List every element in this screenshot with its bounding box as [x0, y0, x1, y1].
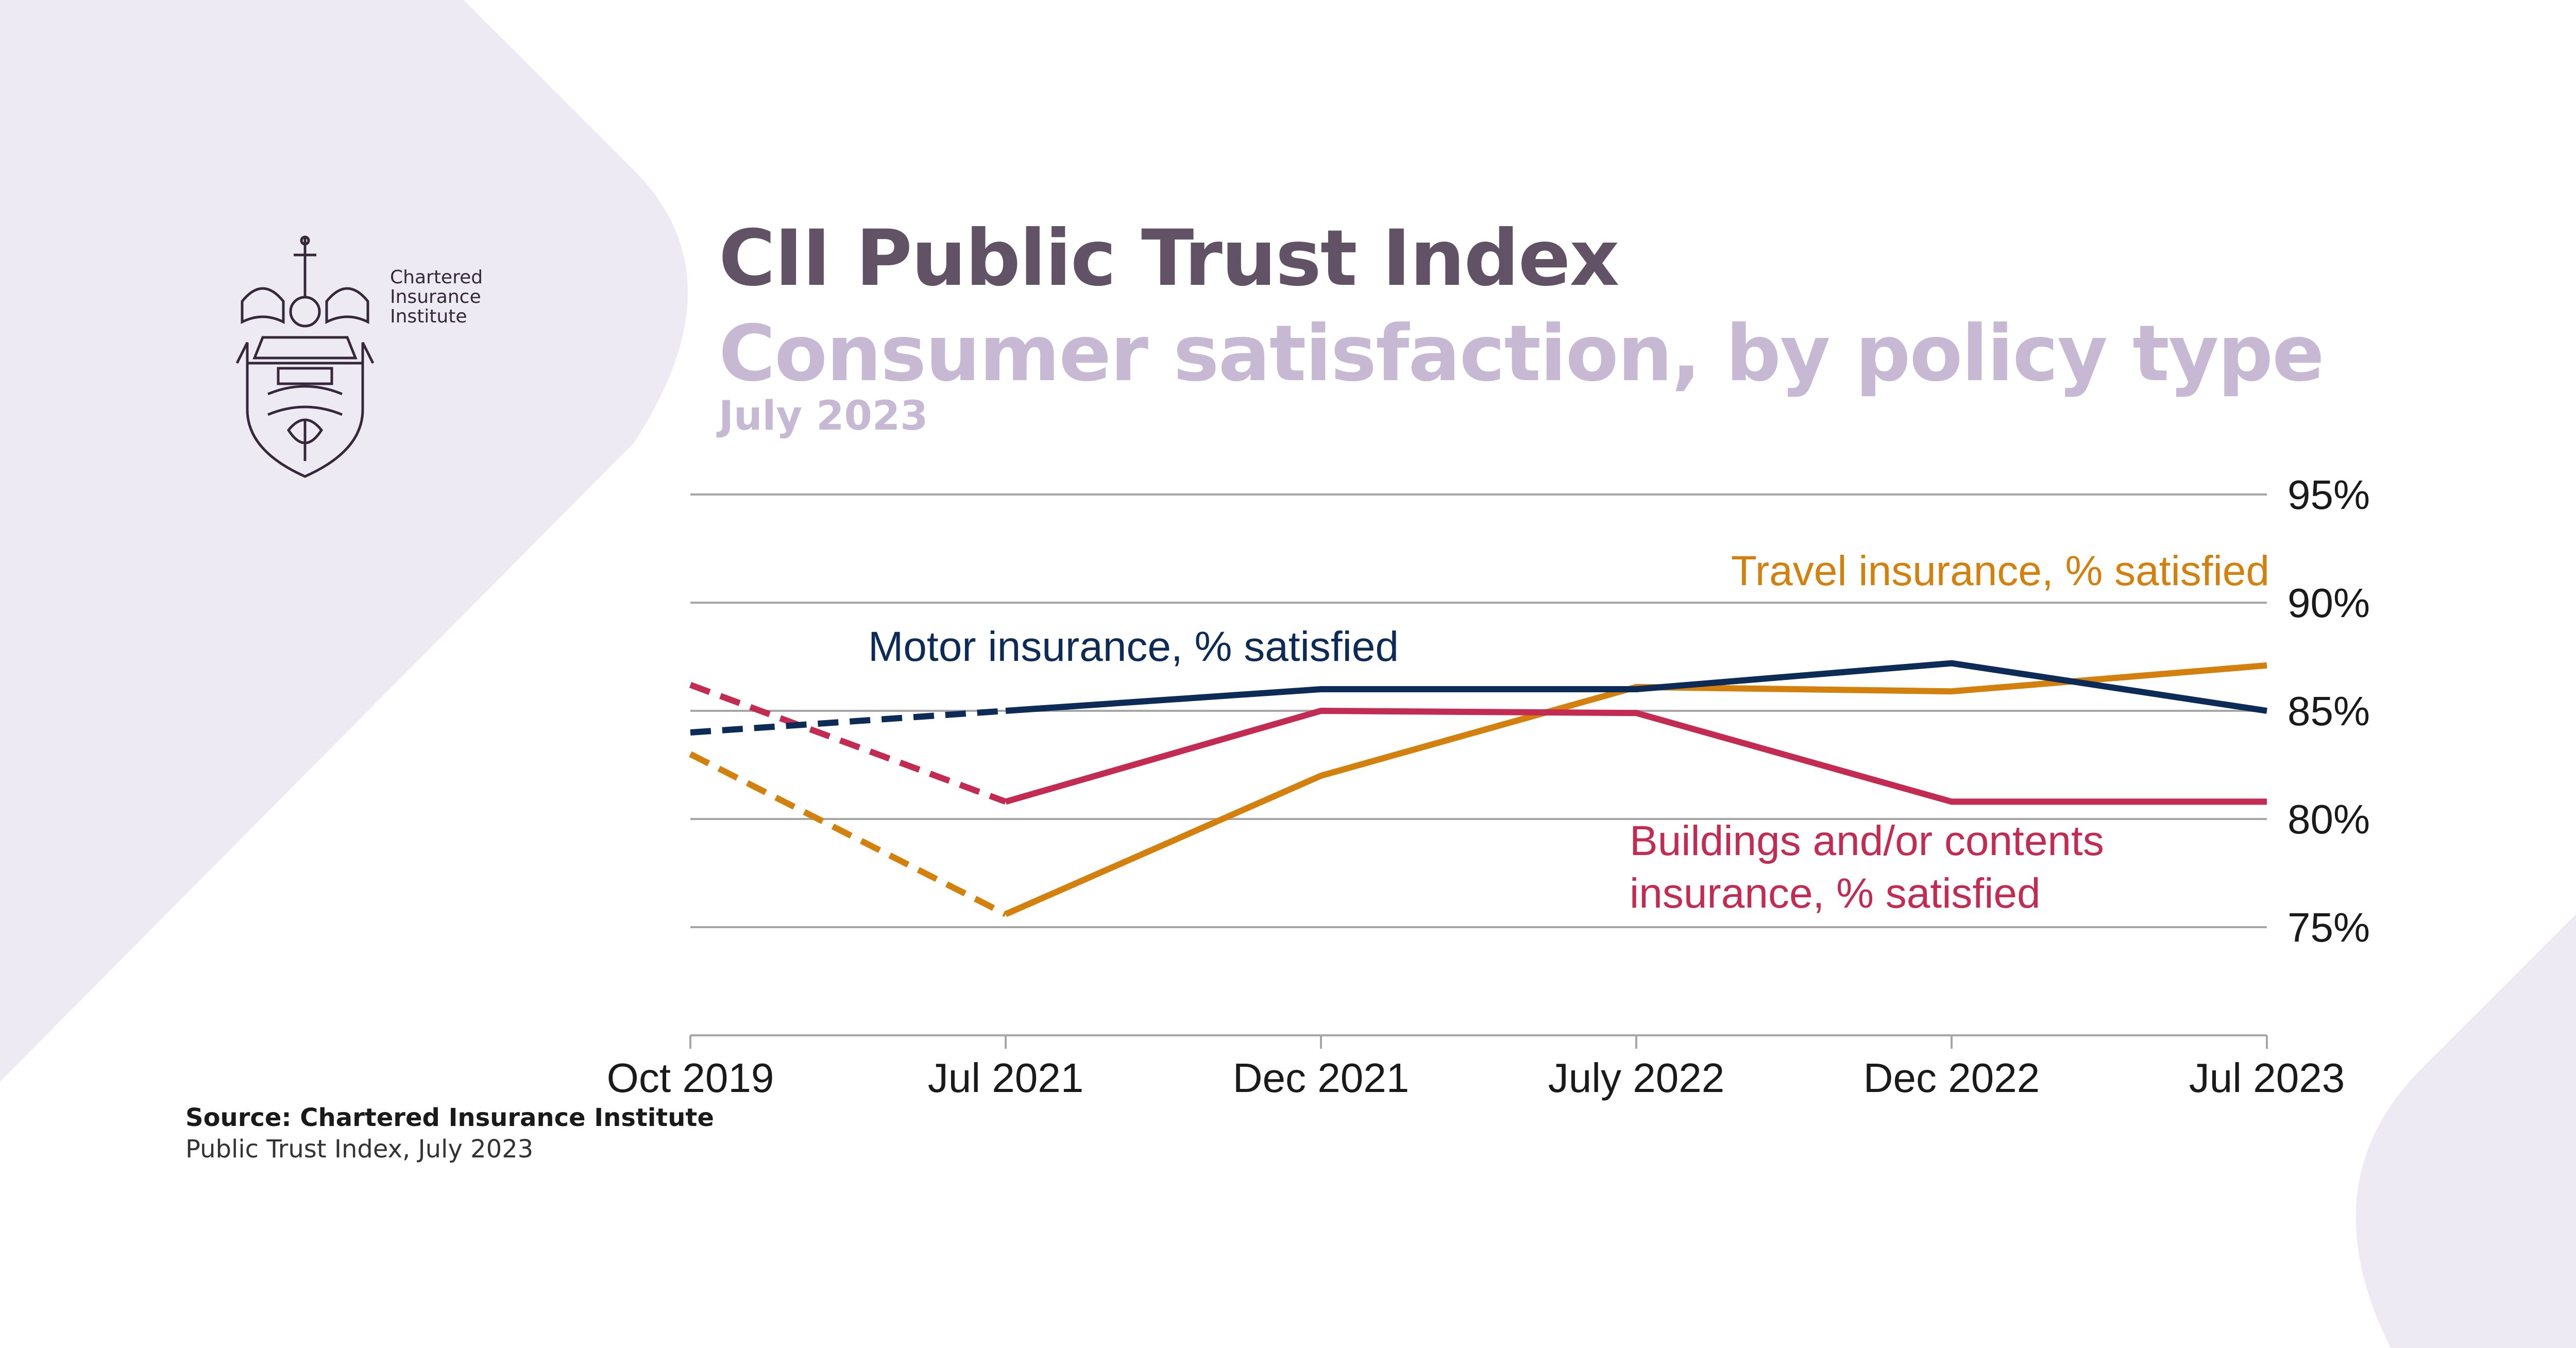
series-label-motor: Motor insurance, % satisfied — [868, 623, 1399, 670]
series-line-dashed-buildings — [689, 681, 1007, 805]
series-label-buildings: Buildings and/or contents — [1630, 817, 2104, 864]
series-line-dashed-motor — [690, 708, 1006, 736]
y-tick-label: 90% — [2287, 580, 2370, 626]
background-shape-right — [2355, 914, 2576, 1348]
series-line-dashed-travel — [689, 751, 1007, 917]
x-tick-label: Jul 2021 — [928, 1055, 1083, 1101]
x-tick-label: Oct 2019 — [607, 1055, 774, 1101]
logo-text: Chartered Insurance Institute — [390, 268, 483, 327]
page-date: July 2023 — [719, 393, 928, 439]
series-line-buildings — [1005, 708, 2267, 805]
y-tick-label: 85% — [2287, 688, 2370, 734]
logo-text-line: Institute — [390, 306, 467, 327]
y-tick-label: 80% — [2287, 796, 2370, 842]
source-line-1: Source: Chartered Insurance Institute — [185, 1103, 714, 1132]
series-label-travel: Travel insurance, % satisfied — [1731, 548, 2269, 594]
source-line-2: Public Trust Index, July 2023 — [185, 1135, 534, 1164]
y-tick-label: 95% — [2287, 472, 2370, 518]
page-subtitle: Consumer satisfaction, by policy type — [719, 309, 2325, 399]
logo-text-line: Insurance — [390, 286, 481, 308]
series-line-motor — [1005, 660, 2267, 714]
x-tick-label: Dec 2021 — [1233, 1055, 1409, 1101]
series-label-buildings: insurance, % satisfied — [1630, 870, 2041, 917]
page-title: CII Public Trust Index — [719, 214, 1619, 303]
crest-icon — [232, 234, 386, 484]
x-tick-label: Jul 2023 — [2189, 1055, 2345, 1101]
x-tick-label: July 2022 — [1548, 1055, 1724, 1101]
x-tick-label: Dec 2022 — [1863, 1055, 2040, 1101]
y-tick-label: 75% — [2287, 905, 2370, 950]
background-shape-left — [0, 0, 688, 1082]
logo-text-line: Chartered — [390, 267, 483, 288]
